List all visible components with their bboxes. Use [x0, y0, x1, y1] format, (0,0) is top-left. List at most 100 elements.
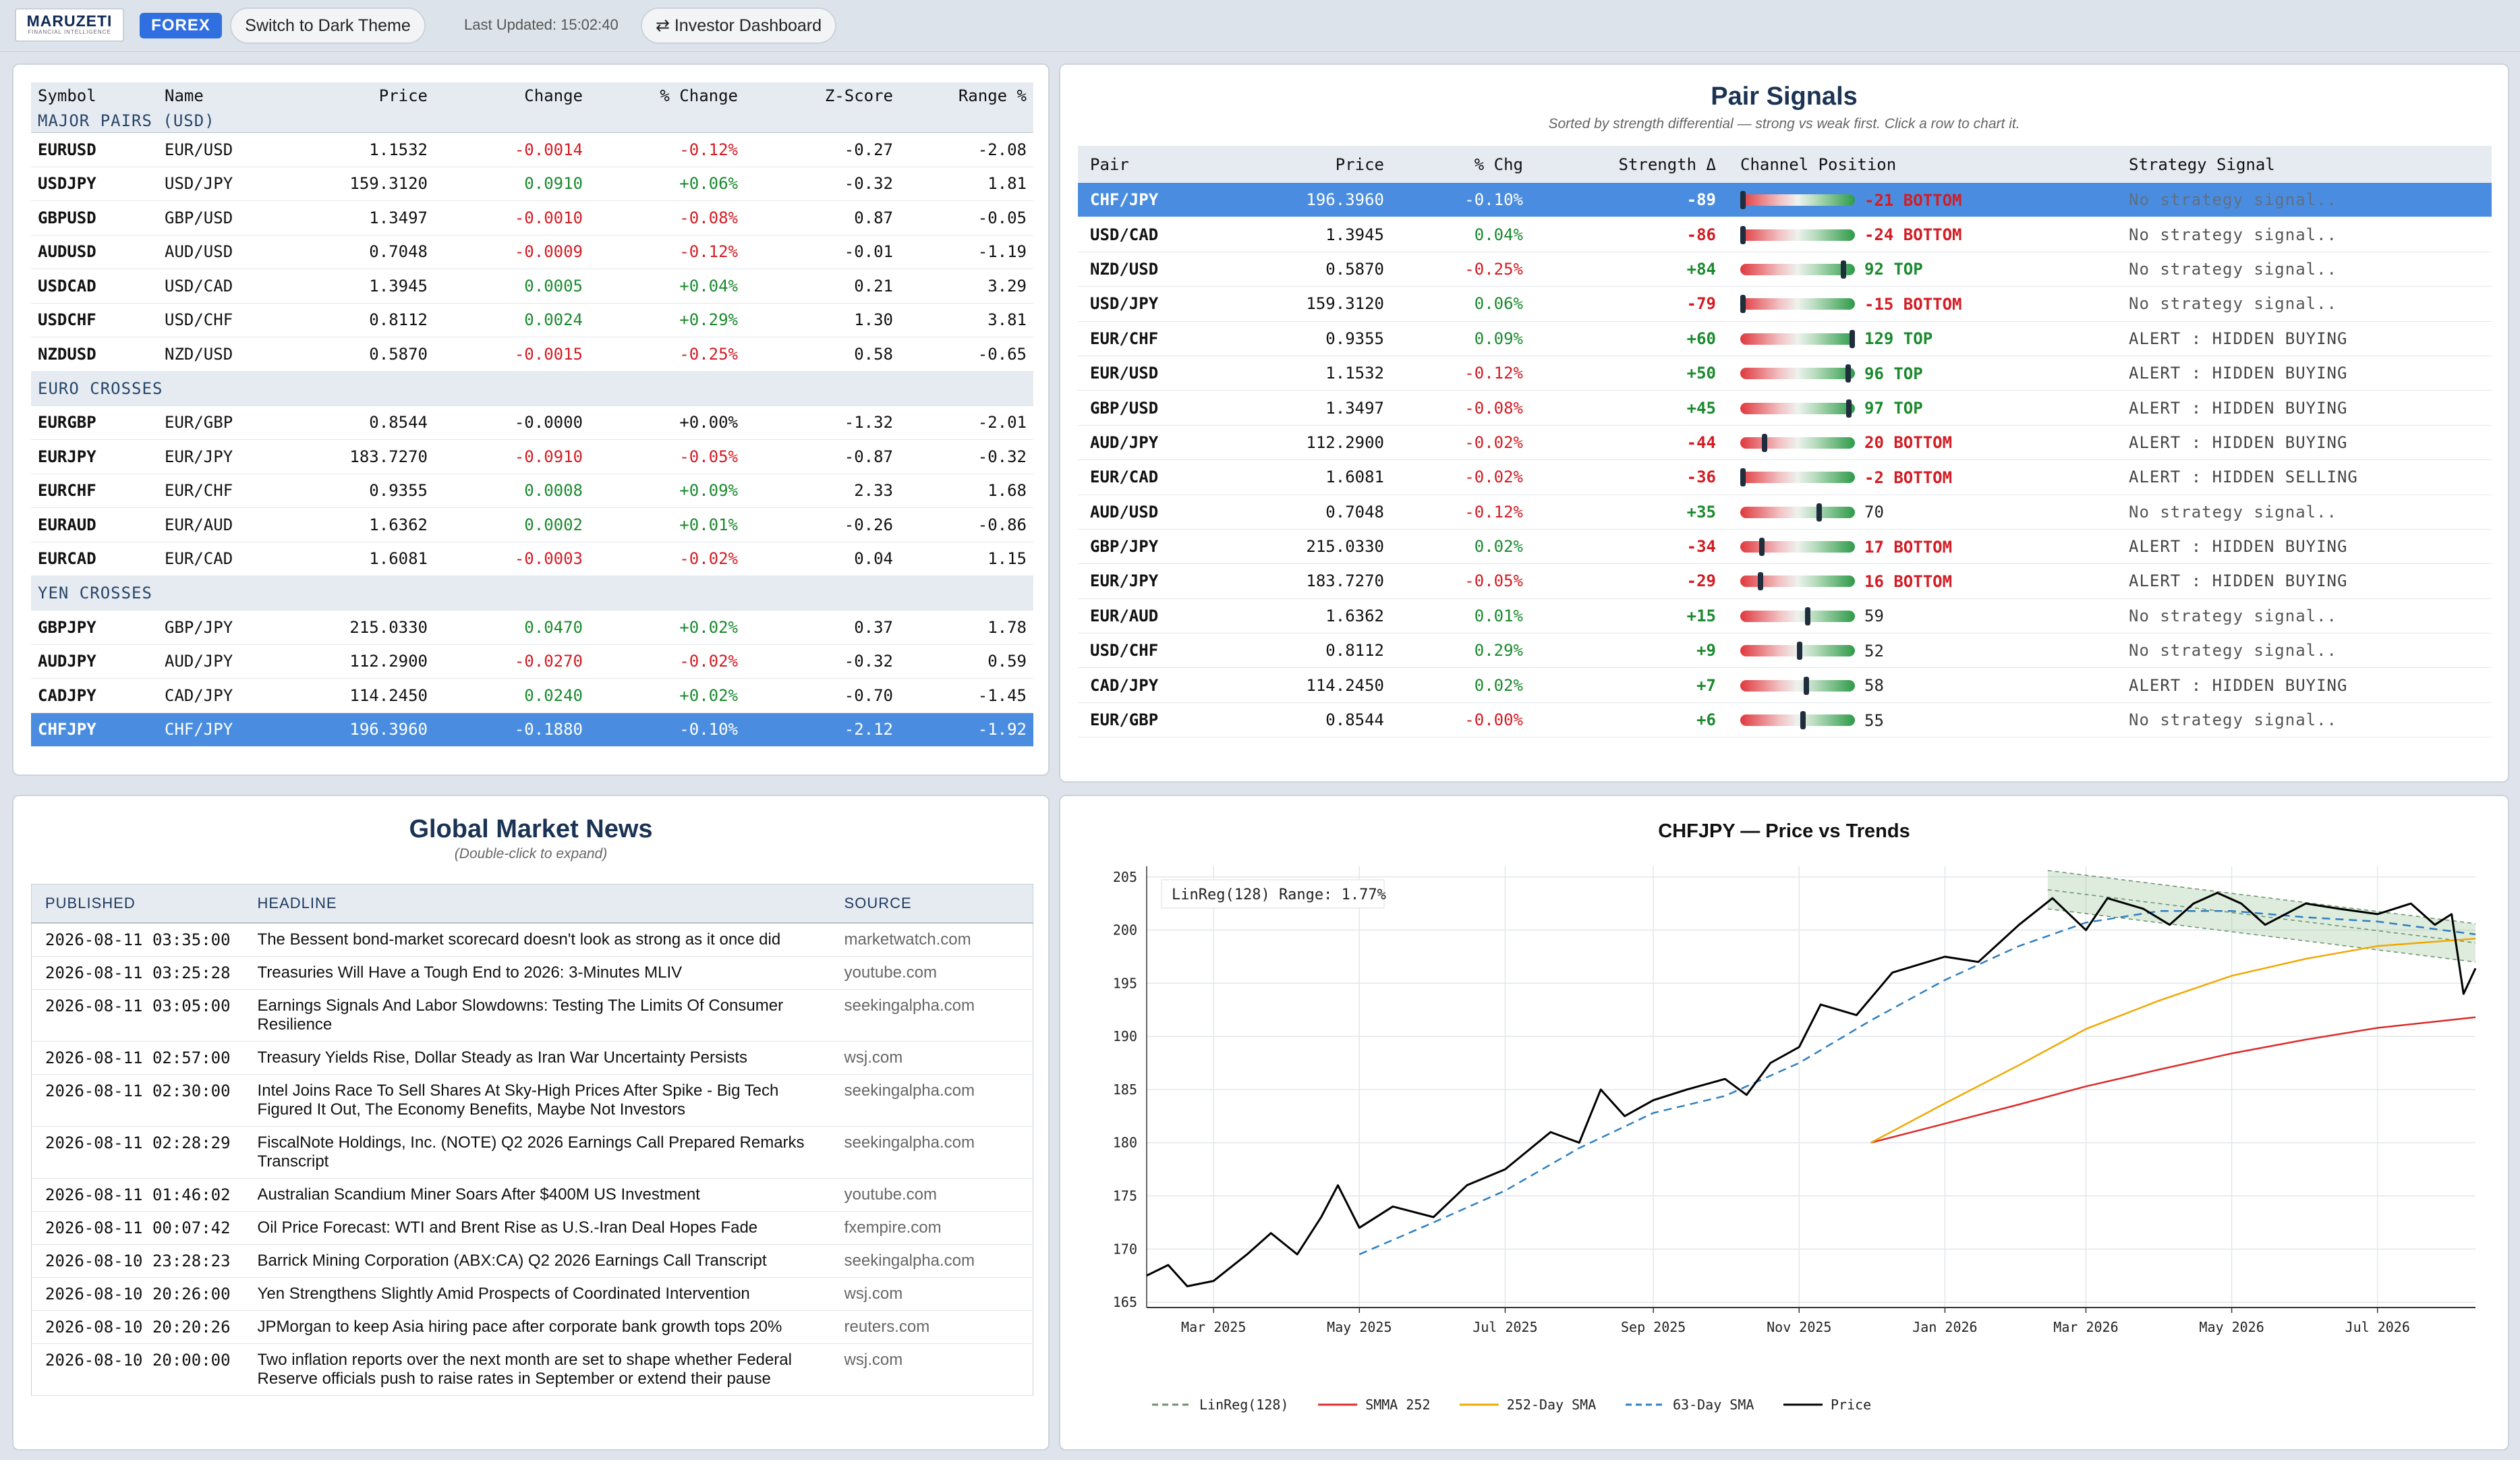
price-cell: 183.7270: [1237, 563, 1396, 599]
news-row[interactable]: 2026-08-11 02:30:00 Intel Joins Race To S…: [31, 1074, 1033, 1127]
col-name[interactable]: Name: [158, 82, 293, 109]
news-row[interactable]: 2026-08-10 20:00:00 Two inflation reports…: [31, 1343, 1033, 1396]
col-source[interactable]: SOURCE: [830, 884, 1033, 924]
price-cell: 1.6362: [293, 507, 434, 542]
symbol-cell: CADJPY: [31, 678, 158, 713]
quote-row[interactable]: USDCHF USD/CHF 0.8112 0.0024 +0.29% 1.30 3.81: [31, 303, 1033, 337]
news-row[interactable]: 2026-08-11 03:35:00 The Bessent bond-mark…: [31, 923, 1033, 957]
strength-cell: +60: [1535, 321, 1728, 356]
col-price[interactable]: Price: [1237, 146, 1396, 183]
symbol-cell: USDCHF: [31, 303, 158, 337]
pct-chg-cell: 0.04%: [1396, 217, 1535, 252]
strategy-signal-cell: ALERT : HIDDEN BUYING: [2117, 667, 2492, 703]
news-row[interactable]: 2026-08-11 01:46:02 Australian Scandium M…: [31, 1178, 1033, 1212]
col-pair[interactable]: Pair: [1078, 146, 1237, 183]
switch-theme-button[interactable]: Switch to Dark Theme: [230, 7, 426, 44]
pct-chg-cell: -0.10%: [1396, 183, 1535, 218]
signal-row[interactable]: EUR/USD 1.1532 -0.12% +50 96 TOP ALERT : HIDD…: [1078, 356, 2492, 391]
source-cell: wsj.com: [830, 1277, 1033, 1311]
quote-row[interactable]: EURJPY EUR/JPY 183.7270 -0.0910 -0.05% -0.87-…: [31, 439, 1033, 474]
quote-row[interactable]: EURAUD EUR/AUD 1.6362 0.0002 +0.01% -0.26 -0.8…: [31, 507, 1033, 542]
news-row[interactable]: 2026-08-11 02:57:00 Treasury Yields Rise,…: [31, 1041, 1033, 1075]
quote-row[interactable]: EURCHF EUR/CHF 0.9355 0.0008 +0.09% 2.33 1.68: [31, 474, 1033, 508]
price-cell: 0.8544: [293, 405, 434, 440]
price-cell: 159.3120: [1237, 286, 1396, 322]
signal-row[interactable]: EUR/GBP 0.8544 -0.00% +6 55 No strategy signa…: [1078, 702, 2492, 738]
channel-position-cell: 17 BOTTOM: [1728, 529, 2117, 565]
col-symbol[interactable]: Symbol: [31, 82, 158, 109]
forex-badge[interactable]: FOREX: [140, 13, 222, 38]
quote-row[interactable]: GBPJPY GBP/JPY 215.0330 0.0470 +0.02% 0.37 1.7…: [31, 610, 1033, 645]
linreg-lower-line: [2047, 908, 2476, 963]
col-range[interactable]: Range %: [900, 82, 1033, 109]
signal-row[interactable]: CAD/JPY 114.2450 0.02% +7 58 ALERT : HIDDEN B…: [1078, 667, 2492, 703]
signal-row[interactable]: EUR/JPY 183.7270 -0.05% -29 16 BOTTOM ALERT :…: [1078, 563, 2492, 599]
signal-row[interactable]: AUD/USD 0.7048 -0.12% +35 70 No strategy sign…: [1078, 495, 2492, 530]
quote-row[interactable]: EURGBP EUR/GBP 0.8544 -0.0000 +0.00% -1.32 -2.…: [31, 405, 1033, 440]
name-cell: GBP/JPY: [158, 610, 293, 645]
x-tick-label: May 2025: [1327, 1319, 1392, 1335]
quote-row[interactable]: EURUSD EUR/USD 1.1532 -0.0014 -0.12% -0.27 -2.…: [31, 132, 1033, 167]
signal-row[interactable]: GBP/USD 1.3497 -0.08% +45 97 TOP ALERT : HIDD…: [1078, 390, 2492, 426]
pct-chg-cell: -0.12%: [1396, 356, 1535, 391]
headline-cell: JPMorgan to keep Asia hiring pace after …: [244, 1310, 831, 1344]
price-cell: 0.5870: [1237, 252, 1396, 287]
price-cell: 1.3945: [293, 269, 434, 304]
signal-row[interactable]: USD/CHF 0.8112 0.29% +9 52 No strategy signal…: [1078, 633, 2492, 669]
col-headline[interactable]: HEADLINE: [244, 884, 831, 924]
x-tick-label: Jul 2025: [1472, 1319, 1537, 1335]
channel-position-cell: -21 BOTTOM: [1728, 183, 2117, 218]
news-row[interactable]: 2026-08-10 20:26:00 Yen Strengthens Sligh…: [31, 1277, 1033, 1311]
investor-dashboard-button[interactable]: ⇄ Investor Dashboard: [641, 7, 836, 44]
change-cell: -0.0015: [434, 337, 590, 372]
quote-row[interactable]: AUDJPY AUD/JPY 112.2900 -0.0270 -0.02% -0.32 0…: [31, 644, 1033, 679]
news-row[interactable]: 2026-08-11 00:07:42 Oil Price Forecast: W…: [31, 1211, 1033, 1245]
signal-row[interactable]: EUR/AUD 1.6362 0.01% +15 59 No strategy signa…: [1078, 598, 2492, 634]
investor-dashboard-label: Investor Dashboard: [674, 16, 822, 35]
news-row[interactable]: 2026-08-10 20:20:26 JPMorgan to keep Asia…: [31, 1310, 1033, 1344]
channel-position-cell: 55: [1728, 702, 2117, 738]
price-cell: 112.2900: [1237, 425, 1396, 461]
news-row[interactable]: 2026-08-11 03:05:00 Earnings Signals And …: [31, 989, 1033, 1042]
col-pct-change[interactable]: % Change: [590, 82, 745, 109]
signal-row[interactable]: USD/JPY 159.3120 0.06% -79 -15 BOTTOM No stra…: [1078, 286, 2492, 322]
signal-row[interactable]: USD/CAD 1.3945 0.04% -86 -24 BOTTOM No strate…: [1078, 217, 2492, 252]
range-cell: -0.05: [900, 200, 1033, 235]
x-tick-label: May 2026: [2199, 1319, 2264, 1335]
news-row[interactable]: 2026-08-11 02:28:29 FiscalNote Holdings, …: [31, 1126, 1033, 1179]
quote-row[interactable]: USDJPY USD/JPY 159.3120 0.0910 +0.06% -0.32 1.…: [31, 167, 1033, 201]
col-change[interactable]: Change: [434, 82, 590, 109]
quote-row[interactable]: NZDUSD NZD/USD 0.5870 -0.0015 -0.25% 0.58 -0.6…: [31, 337, 1033, 372]
strategy-signal-cell: ALERT : HIDDEN BUYING: [2117, 563, 2492, 599]
col-strength[interactable]: Strength Δ: [1535, 146, 1728, 183]
range-cell: 1.68: [900, 474, 1033, 508]
pct-change-cell: +0.04%: [590, 269, 745, 304]
quote-row[interactable]: AUDUSD AUD/USD 0.7048 -0.0009 -0.12% -0.01 -1.…: [31, 235, 1033, 269]
quote-row[interactable]: EURCAD EUR/CAD 1.6081 -0.0003 -0.02% 0.04 1.15: [31, 542, 1033, 576]
news-row[interactable]: 2026-08-11 03:25:28 Treasuries Will Have …: [31, 956, 1033, 990]
signal-row[interactable]: GBP/JPY 215.0330 0.02% -34 17 BOTTOM ALERT : …: [1078, 529, 2492, 565]
quote-row[interactable]: CADJPY CAD/JPY 114.2450 0.0240 +0.02% -0.70 -1…: [31, 678, 1033, 713]
signal-row[interactable]: NZD/USD 0.5870 -0.25% +84 92 TOP No strategy …: [1078, 252, 2492, 287]
range-cell: -1.19: [900, 235, 1033, 269]
switch-icon: ⇄: [655, 16, 670, 35]
strategy-signal-cell: No strategy signal..: [2117, 633, 2492, 669]
quote-row[interactable]: CHFJPY CHF/JPY 196.3960 -0.1880 -0.10% -2.12-…: [31, 712, 1033, 747]
quote-row[interactable]: USDCAD USD/CAD 1.3945 0.0005 +0.04% 0.21 3.29: [31, 269, 1033, 304]
col-price[interactable]: Price: [293, 82, 434, 109]
signal-row[interactable]: CHF/JPY 196.3960 -0.10% -89 -21 BOTTOM No str…: [1078, 183, 2492, 218]
col-published[interactable]: PUBLISHED: [31, 884, 244, 924]
y-tick-label: 175: [1113, 1188, 1137, 1204]
channel-label: 129 TOP: [1864, 329, 1933, 349]
legend-label: 252-Day SMA: [1507, 1397, 1596, 1413]
col-pct-chg[interactable]: % Chg: [1396, 146, 1535, 183]
quote-row[interactable]: GBPUSD GBP/USD 1.3497 -0.0010 -0.08% 0.87 -0.0…: [31, 200, 1033, 235]
news-row[interactable]: 2026-08-10 23:28:23 Barrick Mining Corpor…: [31, 1244, 1033, 1278]
signal-row[interactable]: EUR/CHF 0.9355 0.09% +60 129 TOP ALERT : HIDD…: [1078, 321, 2492, 356]
signal-row[interactable]: AUD/JPY 112.2900 -0.02% -44 20 BOTTOM ALERT :…: [1078, 425, 2492, 461]
name-cell: CHF/JPY: [158, 712, 293, 747]
signal-row[interactable]: EUR/CAD 1.6081 -0.02% -36 -2 BOTTOM ALERT : H…: [1078, 459, 2492, 495]
col-zscore[interactable]: Z-Score: [745, 82, 900, 109]
col-channel-position[interactable]: Channel Position: [1728, 146, 2117, 183]
col-strategy-signal[interactable]: Strategy Signal: [2117, 146, 2492, 183]
